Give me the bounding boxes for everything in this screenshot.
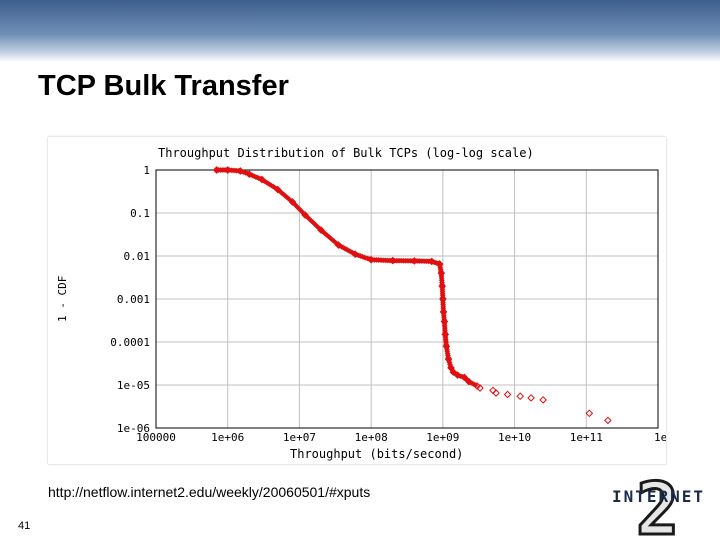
data-point [223, 166, 232, 174]
data-point [449, 368, 458, 376]
data-point [410, 257, 419, 265]
data-point [317, 226, 325, 234]
internet2-logo: 2 INTERNET [612, 472, 705, 540]
y-tick-label: 1e-06 [117, 422, 150, 435]
data-point [440, 317, 449, 326]
data-point [453, 371, 462, 379]
tick-labels: 100000 1e+06 1e+07 1e+08 1e+09 1e+10 1e+11 1e+ 1… [110, 164, 674, 444]
x-tick-label: 1e+08 [355, 431, 388, 444]
data-point [258, 175, 266, 184]
slide-title: TCP Bulk Transfer [38, 70, 289, 102]
x-tick-label: 1e+07 [283, 431, 316, 444]
x-tick-label: 100000 [136, 431, 176, 444]
plot-area [155, 169, 659, 429]
y-tick-label: 1 [143, 164, 150, 177]
source-url: http://netflow.internet2.edu/weekly/2006… [48, 484, 371, 500]
data-point [516, 392, 525, 401]
x-tick-label: 1e+09 [426, 431, 459, 444]
page-number: 41 [18, 520, 31, 532]
x-tick-label: 1e+11 [570, 431, 603, 444]
data-point [245, 170, 254, 179]
data-point [435, 260, 444, 268]
data-point [604, 416, 612, 425]
data-point [439, 295, 447, 303]
data-point [503, 390, 512, 399]
data-point [212, 166, 221, 174]
y-tick-label: 0.0001 [110, 336, 150, 349]
y-axis-label: 1 - CDF [56, 276, 69, 322]
data-point [273, 185, 282, 194]
data-point [236, 167, 245, 175]
data-point [438, 282, 447, 290]
y-tick-label: 0.1 [130, 207, 150, 220]
data-point [388, 256, 397, 265]
data-point [334, 241, 343, 249]
data-points [212, 166, 612, 425]
data-point [492, 389, 500, 397]
x-tick-label: 1e+06 [211, 431, 244, 444]
y-tick-label: 0.01 [124, 250, 151, 263]
data-point [527, 394, 535, 402]
data-point [441, 330, 450, 339]
x-tick-label: 1e+ [654, 431, 666, 444]
data-point [476, 384, 484, 392]
data-point [288, 198, 297, 206]
x-tick-label: 1e+10 [498, 431, 531, 444]
y-tick-label: 0.001 [117, 293, 150, 306]
data-point [585, 409, 594, 418]
chart-frame: Throughput Distribution of Bulk TCPs (lo… [48, 137, 674, 464]
data-point [367, 255, 375, 264]
data-point [351, 250, 360, 259]
data-point [473, 382, 481, 390]
grid-layer [155, 169, 659, 429]
data-point [539, 396, 547, 404]
header-banner [0, 0, 720, 62]
logo-numeral: 2 [636, 472, 679, 540]
chart-title: Throughput Distribution of Bulk TCPs (lo… [158, 146, 534, 160]
logo-text: INTERNET [612, 487, 705, 506]
data-point [427, 257, 436, 266]
data-point [444, 355, 453, 363]
throughput-chart: Throughput Distribution of Bulk TCPs (lo… [56, 146, 674, 461]
data-point [439, 308, 448, 316]
data-point [301, 211, 309, 219]
data-point [460, 373, 469, 382]
y-tick-label: 1e-05 [117, 379, 150, 392]
data-point [437, 269, 446, 277]
data-point [464, 377, 473, 386]
x-axis-label: Throughput (bits/second) [290, 447, 463, 461]
data-point [442, 342, 451, 351]
